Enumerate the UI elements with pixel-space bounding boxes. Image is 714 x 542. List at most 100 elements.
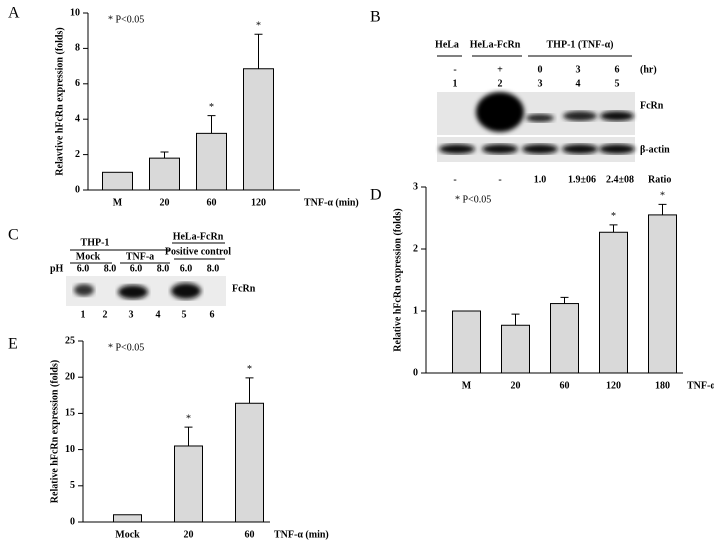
- panel-letter: D: [370, 187, 382, 204]
- ph: 6.0: [180, 263, 193, 274]
- bar: [648, 214, 677, 374]
- x-axis-label: TNF-α (min): [687, 380, 714, 391]
- significance: *: [256, 21, 261, 32]
- lane: 6: [210, 309, 215, 320]
- y-tick-label: 10: [70, 7, 80, 18]
- lane: 1: [81, 309, 86, 320]
- y-tick-label: 0: [75, 184, 80, 195]
- bar: [599, 231, 628, 374]
- y-tick-label: 6: [75, 78, 80, 89]
- bar: [149, 157, 180, 191]
- y-tick-label: 5: [70, 480, 75, 491]
- error-bar: [207, 115, 216, 134]
- lane: 2: [103, 309, 108, 320]
- band: [171, 283, 201, 299]
- significance: *: [247, 364, 252, 375]
- band: [482, 144, 518, 154]
- bar: [550, 303, 579, 374]
- ratio: -: [453, 174, 456, 185]
- header: HeLa-FcRn: [470, 39, 521, 50]
- band: [118, 285, 148, 299]
- band-label: FcRn: [232, 283, 256, 294]
- panel-letter: B: [370, 9, 381, 26]
- ph-label: pH: [50, 263, 64, 274]
- bar: [243, 68, 274, 191]
- y-tick-label: 2: [413, 243, 418, 254]
- bar: [196, 132, 227, 191]
- error-bar: [160, 151, 169, 159]
- band-label: FcRn: [640, 100, 664, 111]
- annotation: * P<0.05: [108, 14, 144, 25]
- significance: *: [186, 413, 191, 424]
- header: THP-1: [81, 237, 110, 248]
- ratio: 1.9±06: [568, 174, 596, 185]
- ph: 6.0: [130, 263, 143, 274]
- y-axis-label: Relative hFcRn expression (folds): [49, 360, 60, 503]
- y-tick-label: 3: [413, 181, 418, 192]
- y-tick-label: 20: [65, 371, 75, 382]
- ratio: -: [498, 174, 501, 185]
- band: [526, 114, 554, 122]
- band-label: β-actin: [640, 144, 670, 155]
- treatment: 3: [576, 64, 581, 75]
- x-tick-label: 180: [655, 380, 670, 391]
- significance: *: [611, 211, 616, 222]
- y-tick-label: 15: [65, 408, 75, 419]
- lane: 1: [453, 78, 458, 89]
- ratio: Ratio: [648, 174, 671, 185]
- error-bar: [245, 377, 254, 404]
- header: HeLa: [435, 39, 459, 50]
- lane: 2: [498, 78, 503, 89]
- ph: 8.0: [207, 263, 220, 274]
- band: [476, 92, 524, 132]
- x-tick-label: 120: [606, 380, 621, 391]
- error-bar: [254, 33, 263, 69]
- blot-b: B HeLa HeLa-FcRn THP-1 (TNF-α) - + 0 3 6…: [370, 9, 671, 186]
- ratio: 2.4±08: [606, 174, 634, 185]
- band: [599, 144, 635, 154]
- y-axis-label: Relavtive hFcRn expression (folds): [54, 27, 65, 175]
- band: [439, 144, 475, 154]
- lane: 3: [538, 78, 543, 89]
- bar: [501, 324, 530, 374]
- group: Positive control: [165, 246, 231, 257]
- x-tick-label: 20: [184, 529, 194, 540]
- ratio: 1.0: [534, 174, 547, 185]
- treatment: (hr): [640, 64, 657, 75]
- lane: 4: [576, 78, 581, 89]
- lane: 4: [156, 309, 161, 320]
- y-tick-label: 1: [413, 305, 418, 316]
- y-tick-label: 0: [70, 516, 75, 527]
- y-tick-label: 8: [75, 43, 80, 54]
- header: HeLa-FcRn: [173, 231, 224, 242]
- blot-c: C THP-1 HeLa-FcRn Mock TNF-a Positive co…: [8, 227, 256, 321]
- bar: [452, 310, 481, 374]
- annotation: * P<0.05: [455, 194, 491, 205]
- x-tick-label: 20: [160, 197, 170, 208]
- bar: [102, 171, 133, 191]
- ph: 8.0: [157, 263, 170, 274]
- treatment: -: [453, 64, 456, 75]
- band: [563, 111, 597, 121]
- x-tick-label: 120: [251, 197, 266, 208]
- blot-strip: [437, 92, 635, 135]
- error-bar: [511, 313, 520, 326]
- x-tick-label: 60: [245, 529, 255, 540]
- group: TNF-a: [126, 251, 154, 262]
- header: THP-1 (TNF-α): [547, 39, 614, 50]
- x-tick-label: 60: [560, 380, 570, 391]
- error-bar: [184, 426, 193, 446]
- band: [600, 111, 634, 121]
- y-tick-label: 2: [75, 149, 80, 160]
- x-tick-label: M: [113, 197, 123, 208]
- lane: 5: [615, 78, 620, 89]
- panel-letter: E: [8, 336, 18, 353]
- significance: *: [660, 191, 665, 202]
- treatment: 0: [538, 64, 543, 75]
- y-tick-label: 4: [75, 113, 80, 124]
- y-axis-label: Relative hFcRn expression (folds): [392, 208, 403, 351]
- treatment: 6: [615, 64, 620, 75]
- x-axis-label: TNF-α (min): [274, 529, 329, 540]
- treatment: +: [497, 64, 503, 75]
